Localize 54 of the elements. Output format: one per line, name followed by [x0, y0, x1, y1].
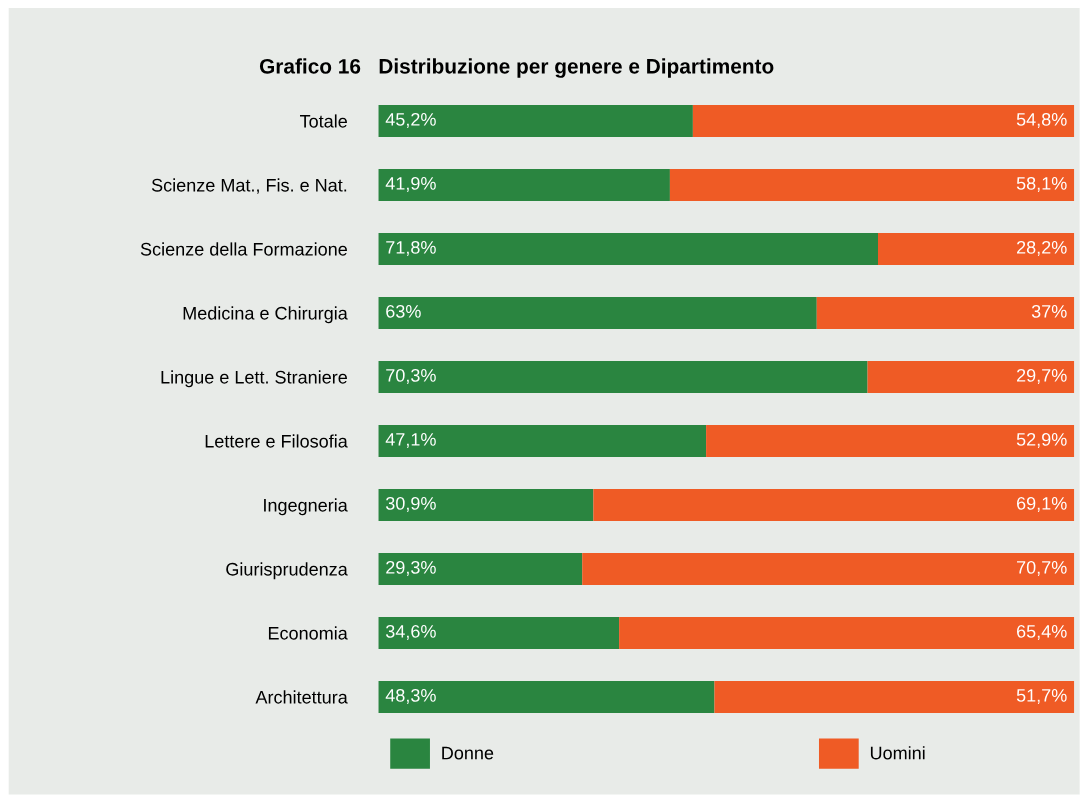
bar [692, 104, 1075, 137]
data-label: 30,9% [385, 496, 436, 512]
bar [816, 296, 1075, 329]
bar [378, 552, 583, 585]
data-label: 65,4% [1017, 624, 1067, 640]
legend-label: Uomini [870, 746, 925, 760]
y-tick-label: Medicina e Chirurgia [183, 306, 348, 324]
data-label: 48,3% [385, 688, 436, 704]
y-tick-label: Giurisprudenza [226, 562, 348, 580]
data-label: 37% [1031, 304, 1067, 318]
data-label: 28,2% [1017, 240, 1067, 256]
data-label: 70,3% [386, 368, 436, 384]
bar [378, 680, 715, 713]
y-tick-label: Scienze della Formazione [140, 242, 347, 256]
data-label: 45,2% [385, 112, 436, 128]
bar [593, 488, 1075, 521]
data-label: 63% [386, 304, 421, 318]
chart-title: Grafico 16 [259, 58, 361, 74]
y-tick-label: Lingue e Lett. Straniere [161, 370, 347, 388]
data-label: 70,7% [1017, 560, 1067, 576]
data-label: 54,8% [1016, 112, 1067, 128]
data-label: 34,6% [385, 624, 436, 640]
legend-label: Donne [442, 746, 494, 760]
bar [378, 424, 707, 457]
bar [706, 424, 1075, 457]
bar [378, 232, 878, 265]
bar [867, 360, 1075, 393]
y-tick-label: Totale [300, 114, 347, 128]
data-label: 51,7% [1016, 689, 1067, 704]
y-tick-label: Economia [268, 626, 348, 640]
y-tick-label: Scienze Mat., Fis. e Nat. [151, 178, 347, 194]
bar [669, 168, 1075, 201]
bar [378, 360, 868, 393]
data-label: 71,8% [386, 240, 436, 256]
bar [378, 296, 817, 329]
bar [378, 104, 693, 137]
y-tick-label: Ingegneria [264, 498, 348, 516]
bar [378, 168, 670, 201]
bar [877, 232, 1075, 265]
data-label: 29,3% [386, 560, 436, 576]
data-label: 47,1% [385, 433, 436, 448]
bar [378, 488, 594, 521]
bar [582, 552, 1075, 585]
bar [378, 616, 620, 649]
chart-subtitle: Distribuzione per genere e Dipartimento [379, 58, 774, 78]
data-label: 41,9% [385, 176, 436, 192]
y-tick-label: Architettura [255, 690, 348, 704]
data-label: 52,9% [1016, 432, 1067, 448]
data-label: 58,1% [1016, 176, 1067, 192]
y-tick-label: Lettere e Filosofia [205, 434, 348, 448]
data-label: 29,7% [1017, 368, 1067, 384]
bar [619, 616, 1075, 649]
data-label: 69,1% [1017, 496, 1067, 512]
bar [714, 680, 1075, 713]
